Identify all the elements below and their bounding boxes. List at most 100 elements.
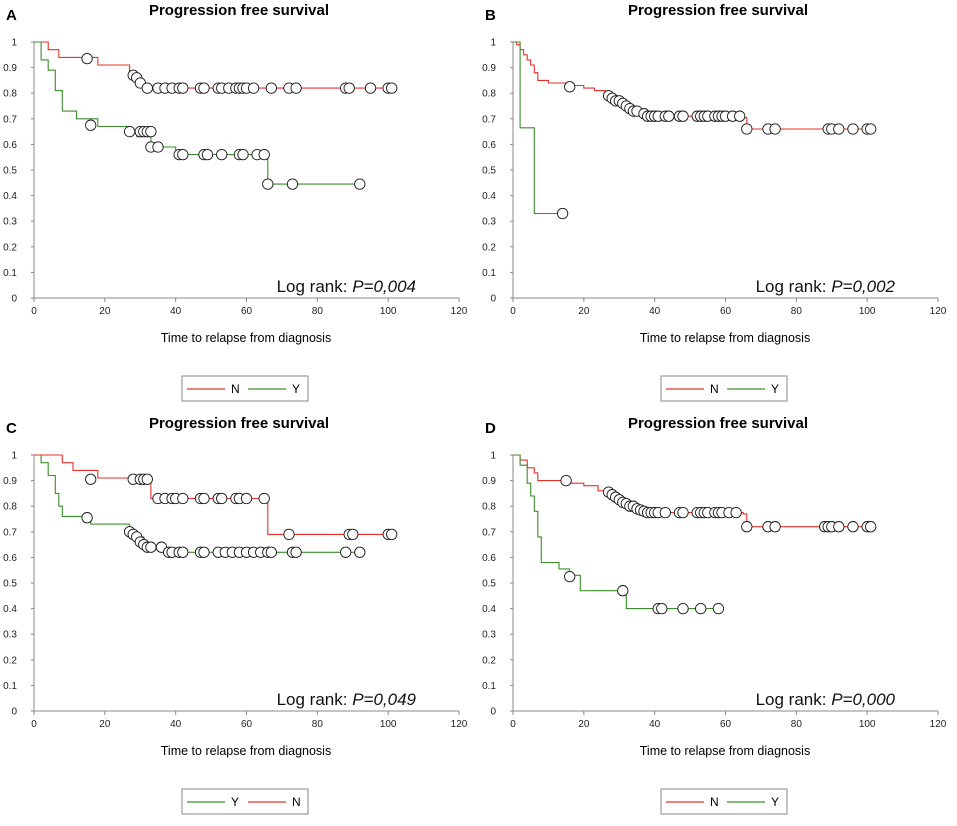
log-rank-label: Log rank: [756, 690, 832, 709]
log-rank-annotation: Log rank: P=0,000 [756, 690, 896, 709]
y-tick-label: 0.1 [482, 268, 496, 279]
censor-marker [290, 546, 302, 558]
chart-title: Progression free survival [628, 415, 808, 432]
y-tick-label: 1 [11, 451, 17, 462]
y-tick-label: 1 [11, 38, 17, 49]
censor-marker [560, 474, 572, 487]
survival-curve-n [34, 41, 389, 89]
legend-label-y: Y [771, 382, 779, 396]
censor-marker [81, 512, 93, 524]
censor-marker [258, 492, 270, 505]
chart-title: Progression free survival [149, 2, 329, 19]
censor-marker [347, 528, 359, 541]
panel-label: C [6, 420, 17, 437]
x-tick-label: 40 [649, 306, 661, 317]
censor-marker [741, 123, 753, 135]
censor-marker [198, 492, 210, 505]
y-tick-label: 0.5 [482, 166, 496, 177]
censor-marker [865, 521, 877, 533]
x-tick-label: 100 [859, 719, 876, 730]
censor-marker [216, 492, 228, 505]
y-tick-label: 0.6 [3, 553, 17, 564]
axes: 0 0.1 0.2 0.3 0.4 0.5 0.6 0.7 0.8 0.9 1 0 20 40 60 80 10… [482, 451, 947, 731]
censor-marker [145, 541, 157, 553]
axes: 0 0.1 0.2 0.3 0.4 0.5 0.6 0.7 0.8 0.9 1 0 20 40 60 80 10… [482, 38, 947, 318]
panel-c: C Progression free survival 0 0.1 0.2 0.3 0.4 0… [0, 413, 478, 826]
censor-marker [152, 141, 164, 153]
censor-marker [833, 521, 845, 533]
censor-marker [81, 52, 93, 65]
y-tick-label: 0.7 [482, 114, 496, 125]
y-tick-label: 0.1 [3, 268, 17, 279]
y-tick-label: 0 [490, 707, 496, 718]
x-tick-label: 0 [31, 719, 37, 730]
log-rank-p-value: P=0,049 [352, 690, 416, 709]
series-y [513, 41, 569, 220]
x-axis-label: Time to relapse from diagnosis [161, 744, 331, 758]
censor-marker [290, 82, 302, 94]
km-chart-a: A Progression free survival00.10.20.30.40… [3, 2, 468, 402]
panel-label: A [6, 7, 17, 24]
y-tick-label: 0.9 [3, 476, 17, 487]
censor-marker [847, 521, 859, 533]
y-tick-label: 0.5 [3, 166, 17, 177]
log-rank-p-value: P=0,000 [831, 690, 895, 709]
censor-marker [677, 506, 689, 519]
censor-marker [141, 473, 153, 485]
censor-marker [386, 82, 398, 94]
censor-marker [198, 82, 210, 94]
censor-marker [247, 82, 260, 94]
y-tick-label: 0.1 [3, 681, 17, 692]
censor-marker [265, 546, 277, 558]
censor-marker [677, 602, 689, 615]
x-tick-label: 60 [720, 719, 732, 730]
km-chart-d: D Progression free survival00.10.20.30.40… [482, 415, 947, 815]
legend-label-n: N [710, 795, 719, 809]
chart-title: Progression free survival [628, 2, 808, 19]
x-tick-label: 60 [720, 306, 732, 317]
x-tick-label: 80 [312, 306, 324, 317]
censor-marker [343, 82, 355, 94]
panel-a: A Progression free survival 0 0.1 0.2 0.3 0.4 0… [0, 0, 478, 413]
censor-marker [741, 521, 753, 533]
log-rank-annotation: Log rank: P=0,002 [756, 277, 896, 296]
censor-marker [240, 492, 253, 505]
y-tick-label: 0.1 [482, 681, 496, 692]
x-tick-label: 80 [791, 719, 803, 730]
censor-marker [712, 602, 725, 615]
y-tick-label: 0.3 [482, 630, 496, 641]
log-rank-annotation: Log rank: P=0,004 [277, 277, 416, 296]
censor-marker [201, 148, 214, 161]
x-tick-label: 120 [451, 719, 468, 730]
x-tick-label: 100 [380, 719, 397, 730]
axes: 0 0.1 0.2 0.3 0.4 0.5 0.6 0.7 0.8 0.9 1 0 20 40 60 80 10… [3, 38, 468, 318]
censor-marker [85, 473, 97, 485]
panel-label: B [485, 7, 496, 24]
censor-marker [769, 123, 781, 135]
y-tick-label: 0.2 [482, 655, 496, 666]
series-n [513, 454, 877, 533]
y-tick-label: 0 [11, 707, 17, 718]
axes: 0 0.1 0.2 0.3 0.4 0.5 0.6 0.7 0.8 0.9 1 0 20 40 60 80 10… [3, 451, 468, 731]
y-tick-label: 0.7 [3, 527, 17, 538]
x-tick-label: 80 [791, 306, 803, 317]
x-tick-label: 120 [930, 719, 947, 730]
y-tick-label: 0.4 [482, 191, 496, 202]
x-tick-label: 40 [170, 719, 182, 730]
censor-marker [695, 602, 707, 615]
x-tick-label: 20 [578, 719, 590, 730]
x-tick-label: 100 [859, 306, 876, 317]
censor-marker [677, 110, 689, 122]
x-axis-label: Time to relapse from diagnosis [640, 744, 810, 758]
y-tick-label: 0.5 [3, 579, 17, 590]
y-tick-label: 0.2 [3, 655, 17, 666]
y-tick-label: 1 [490, 38, 496, 49]
y-tick-label: 0 [490, 294, 496, 305]
panel-d: D Progression free survival 0 0.1 0.2 0.3 0.4 0… [479, 413, 957, 826]
censor-marker [354, 178, 366, 190]
series-n [34, 454, 398, 541]
censor-marker [354, 546, 366, 558]
log-rank-label: Log rank: [277, 690, 353, 709]
log-rank-label: Log rank: [277, 277, 353, 296]
